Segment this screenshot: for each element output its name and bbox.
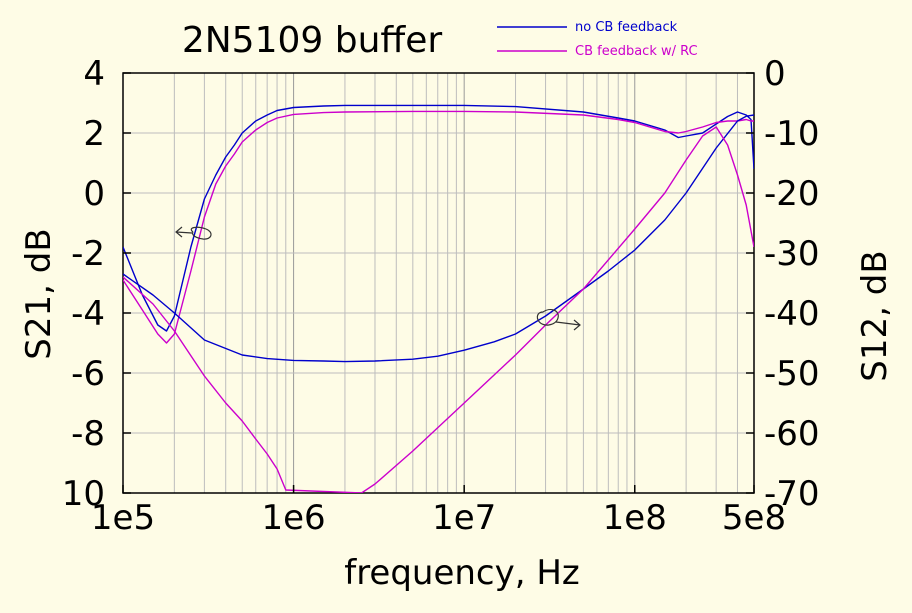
x-tick-label: 1e7: [432, 498, 496, 538]
y-left-axis-label: S21, dB: [19, 228, 59, 359]
y-right-tick-label: -40: [764, 294, 820, 334]
x-tick-label: 1e5: [91, 498, 155, 538]
y-right-tick-label: -60: [764, 414, 820, 454]
x-tick-label: 1e8: [603, 498, 667, 538]
y-left-tick-label: -8: [71, 414, 105, 454]
x-tick-label: 5e8: [722, 498, 786, 538]
series-line-s12-no-cb-feedback: [123, 114, 754, 363]
y-left-tick-label: 4: [83, 54, 105, 94]
y-left-tick-label: -2: [71, 234, 105, 274]
y-left-tick-label: -6: [71, 354, 105, 394]
legend: no CB feedback CB feedback w/ RC: [497, 20, 698, 59]
series-layer: [123, 104, 754, 493]
series-line-s21-no-cb-feedback: [123, 104, 754, 332]
series-line-s21-cb-feedback-rc: [123, 110, 754, 344]
y-right-tick-label: -50: [764, 354, 820, 394]
y-right-tick-label: -30: [764, 234, 820, 274]
s21-axis-arrow-annotation: [175, 226, 212, 240]
series-line-s12-cb-feedback-rc: [123, 126, 754, 493]
legend-label-cb-feedback-rc: CB feedback w/ RC: [575, 44, 698, 59]
series-group: [123, 104, 754, 493]
y-right-tick-label: -10: [764, 114, 820, 154]
legend-label-no-cb-feedback: no CB feedback: [575, 20, 678, 35]
x-tick-label: 1e6: [261, 498, 325, 538]
y-left-ticks: 4 2 0 -2 -4 -6 -8 10: [62, 54, 131, 514]
y-right-tick-label: 0: [764, 54, 786, 94]
x-axis-label: frequency, Hz: [344, 553, 580, 593]
y-right-tick-label: -20: [764, 174, 820, 214]
grid: [122, 72, 755, 494]
y-left-tick-label: -4: [71, 294, 105, 334]
y-left-tick-label: 2: [83, 114, 105, 154]
y-right-axis-label: S12, dB: [855, 250, 895, 381]
y-left-tick-label: 0: [83, 174, 105, 214]
x-ticks: 1e5 1e6 1e7 1e8 5e8: [91, 485, 786, 538]
y-right-ticks: 0 -10 -20 -30 -40 -50 -60 -70: [746, 54, 820, 514]
annotations: [175, 226, 581, 331]
plot-frame: [122, 72, 755, 494]
y-right-tick-label: -70: [764, 474, 820, 514]
chart-title: 2N5109 buffer: [182, 20, 443, 61]
y-left-tick-label: 10: [62, 474, 105, 514]
s12-axis-arrow-annotation: [536, 308, 581, 331]
